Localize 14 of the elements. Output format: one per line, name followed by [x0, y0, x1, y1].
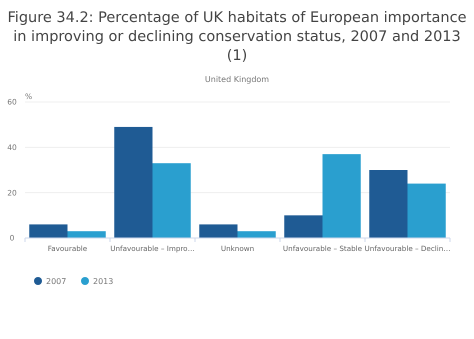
bar: [369, 170, 408, 238]
legend-label: 2013: [93, 276, 114, 286]
bar: [284, 215, 322, 238]
legend-label: 2007: [46, 276, 66, 286]
bar: [152, 163, 191, 238]
bar: [322, 154, 361, 238]
bar: [238, 231, 276, 238]
chart-subtitle: United Kingdom: [204, 75, 270, 84]
bar: [114, 126, 152, 238]
chart-title: Figure 34.2: Percentage of UK habitats of European importance in improving or declining conservation status, 2007 and 2013 (1): [8, 10, 467, 64]
bar: [408, 184, 446, 238]
bar: [68, 231, 106, 238]
bar: [199, 224, 238, 238]
bar: [29, 224, 68, 238]
